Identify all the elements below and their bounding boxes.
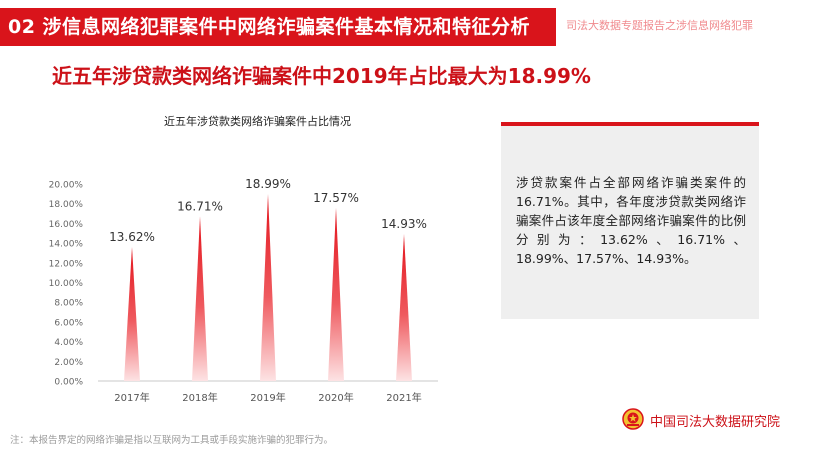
y-tick-label: 18.00% bbox=[49, 200, 84, 210]
page-title: 02 涉信息网络犯罪案件中网络诈骗案件基本情况和特征分析 bbox=[8, 16, 531, 38]
chart-title: 近五年涉贷款类网络诈骗案件占比情况 bbox=[164, 115, 351, 128]
bar-chart: 0.00% 2.00% 4.00% 6.00% 8.00% 10.00% 12.00% 14.… bbox=[49, 177, 438, 404]
x-tick-label: 2020年 bbox=[318, 391, 353, 404]
y-tick-label: 14.00% bbox=[49, 240, 84, 250]
x-tick-label: 2018年 bbox=[182, 391, 217, 404]
y-tick-label: 12.00% bbox=[49, 259, 84, 269]
data-label: 14.93% bbox=[381, 217, 427, 231]
bar-2017年 bbox=[124, 246, 140, 381]
header-bar bbox=[0, 8, 556, 46]
x-tick-label: 2021年 bbox=[386, 391, 421, 404]
y-tick-label: 8.00% bbox=[54, 299, 83, 309]
info-panel-accent bbox=[501, 122, 759, 126]
y-tick-label: 6.00% bbox=[54, 318, 83, 328]
org-name: 中国司法大数据研究院 bbox=[650, 415, 781, 430]
data-label: 13.62% bbox=[109, 230, 155, 244]
y-tick-label: 0.00% bbox=[54, 378, 83, 388]
x-tick-label: 2017年 bbox=[114, 391, 149, 404]
y-tick-label: 4.00% bbox=[54, 338, 83, 348]
y-tick-label: 10.00% bbox=[49, 279, 84, 289]
info-panel bbox=[501, 124, 759, 319]
bar-2019年 bbox=[260, 193, 276, 381]
x-tick-label: 2019年 bbox=[250, 391, 285, 404]
headline: 近五年涉贷款类网络诈骗案件中2019年占比最大为18.99% bbox=[52, 64, 591, 88]
bar-2021年 bbox=[396, 233, 412, 381]
bar-2018年 bbox=[192, 216, 208, 381]
report-subtitle: 司法大数据专题报告之涉信息网络犯罪 bbox=[566, 19, 753, 32]
info-text: 涉贷款案件占全部网络诈骗类案件的16.71%。其中，各年度涉贷款类网络诈骗案件占… bbox=[516, 175, 746, 266]
bar-2020年 bbox=[328, 207, 344, 381]
y-tick-label: 20.00% bbox=[49, 181, 84, 191]
data-label: 16.71% bbox=[177, 199, 223, 213]
data-label: 18.99% bbox=[245, 177, 291, 191]
y-tick-label: 16.00% bbox=[49, 220, 84, 230]
y-tick-label: 2.00% bbox=[54, 358, 83, 368]
court-emblem-icon bbox=[622, 408, 644, 430]
data-label: 17.57% bbox=[313, 191, 359, 205]
footnote: 注：本报告界定的网络诈骗是指以互联网为工具或手段实施诈骗的犯罪行为。 bbox=[10, 435, 334, 446]
